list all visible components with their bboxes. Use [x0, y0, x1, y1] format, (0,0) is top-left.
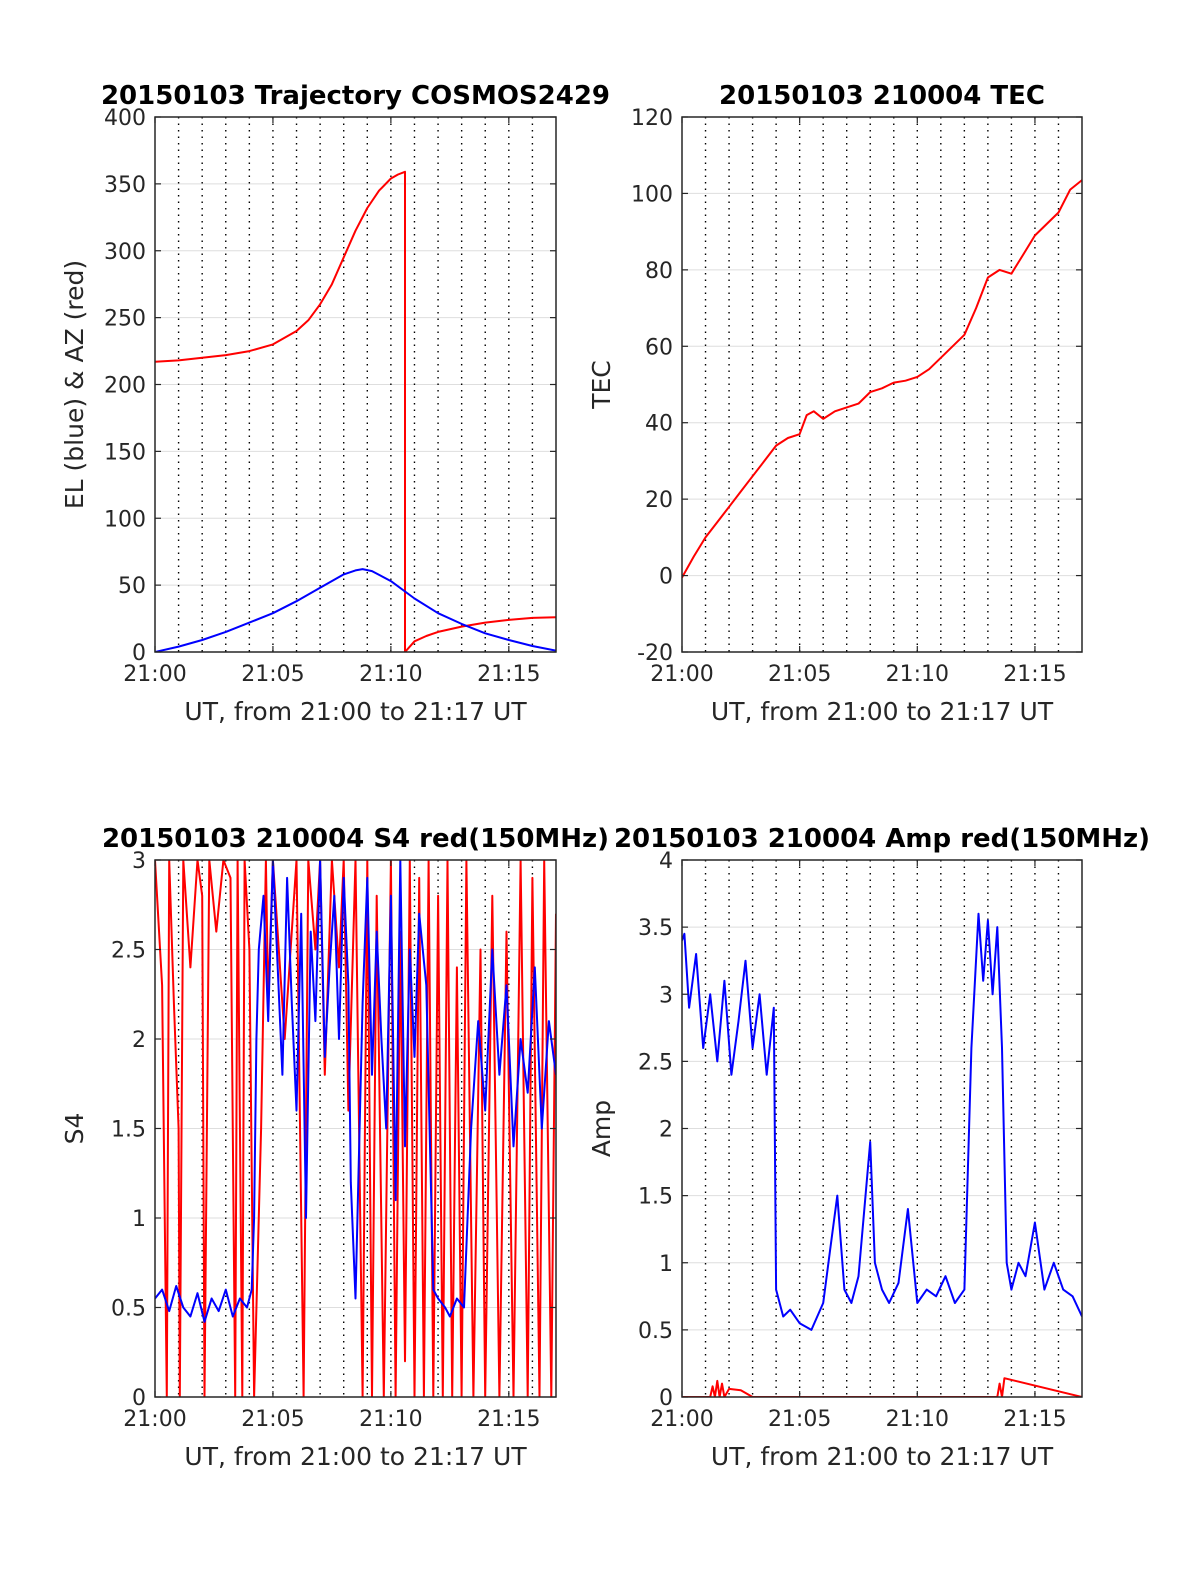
- y-tick-label: 2.5: [638, 1050, 673, 1075]
- x-axis-label: UT, from 21:00 to 21:17 UT: [184, 1442, 527, 1471]
- y-tick-label: 300: [104, 240, 146, 265]
- y-tick-label: 1.5: [638, 1185, 673, 1210]
- x-tick-label: 21:05: [241, 662, 304, 687]
- y-tick-label: 150: [104, 440, 146, 465]
- x-axis-label: UT, from 21:00 to 21:17 UT: [711, 697, 1054, 726]
- y-tick-label: 2.5: [111, 939, 146, 964]
- axes-box: [681, 116, 1083, 653]
- chart-title: 20150103 210004 S4 red(150MHz): [102, 824, 609, 854]
- y-axis-label: S4: [60, 1113, 89, 1145]
- series-blue-line: [682, 912, 1082, 1331]
- chart-trajectory: 0 50 100 150 200 250 300 350 400 21:00 21:05 21:10 2…: [60, 81, 610, 726]
- y-tick-label: 0: [132, 641, 146, 666]
- x-tick-label: 21:15: [1003, 1407, 1066, 1432]
- y-tick-label: 80: [645, 259, 673, 284]
- chart-title: 20150103 Trajectory COSMOS2429: [101, 81, 610, 111]
- y-tick-label: 100: [104, 507, 146, 532]
- x-tick-label: 21:05: [768, 662, 831, 687]
- chart-s4: 0 0.5 1 1.5 2 2.5 3 21:00 21:05 21:10 21:15 UT, fro…: [60, 824, 609, 1471]
- y-tick-label: 60: [645, 335, 673, 360]
- y-tick-label: 100: [631, 182, 673, 207]
- x-tick-label: 21:00: [123, 1407, 186, 1432]
- y-tick-label: 0.5: [111, 1297, 146, 1322]
- y-axis-label: Amp: [587, 1100, 616, 1157]
- y-tick-label: 0: [132, 1386, 146, 1411]
- y-tick-label: -20: [637, 641, 673, 666]
- y-axis-label: TEC: [587, 360, 616, 410]
- x-axis-label: UT, from 21:00 to 21:17 UT: [711, 1442, 1054, 1471]
- x-tick-label: 21:15: [477, 1407, 540, 1432]
- x-tick-label: 21:00: [650, 662, 713, 687]
- x-tick-label: 21:10: [359, 1407, 422, 1432]
- y-tick-label: 20: [645, 488, 673, 513]
- y-tick-label: 50: [118, 574, 146, 599]
- y-tick-label: 2: [132, 1028, 146, 1053]
- y-tick-label: 350: [104, 173, 146, 198]
- x-tick-label: 21:10: [886, 662, 949, 687]
- y-axis-label: EL (blue) & AZ (red): [60, 260, 89, 509]
- chart-amp: 0 0.5 1 1.5 2 2.5 3 3.5 4 21:00 21:05 21:10 21:15 UT,…: [587, 824, 1150, 1471]
- series-tec-line: [682, 179, 1082, 578]
- x-tick-label: 21:10: [886, 1407, 949, 1432]
- x-tick-label: 21:05: [241, 1407, 304, 1432]
- chart-tec: -20 0 20 40 60 80 100 120 21:00 21:05 21:10 21:15 UT…: [587, 81, 1083, 726]
- chart-title: 20150103 210004 TEC: [719, 81, 1045, 111]
- x-axis-label: UT, from 21:00 to 21:17 UT: [184, 697, 527, 726]
- chart-title: 20150103 210004 Amp red(150MHz): [614, 824, 1150, 854]
- y-tick-label: 1: [659, 1252, 673, 1277]
- x-tick-label: 21:15: [1003, 662, 1066, 687]
- x-tick-label: 21:00: [123, 662, 186, 687]
- y-tick-label: 4: [659, 849, 673, 874]
- y-tick-label: 120: [631, 106, 673, 131]
- y-tick-label: 3: [659, 983, 673, 1008]
- y-tick-label: 0.5: [638, 1319, 673, 1344]
- x-tick-label: 21:10: [359, 662, 422, 687]
- series-az-line: [155, 170, 556, 652]
- y-tick-label: 3.5: [638, 916, 673, 941]
- x-tick-label: 21:00: [650, 1407, 713, 1432]
- y-tick-label: 400: [104, 106, 146, 131]
- series-blue-line: [155, 860, 556, 1323]
- x-tick-label: 21:05: [768, 1407, 831, 1432]
- x-tick-label: 21:15: [477, 662, 540, 687]
- y-tick-label: 0: [659, 1386, 673, 1411]
- y-tick-label: 1: [132, 1207, 146, 1232]
- y-tick-label: 40: [645, 412, 673, 437]
- series-el-line: [155, 568, 556, 652]
- y-tick-label: 200: [104, 374, 146, 399]
- y-tick-label: 3: [132, 849, 146, 874]
- y-tick-label: 2: [659, 1118, 673, 1143]
- series-red-line: [682, 1377, 1082, 1397]
- y-tick-label: 1.5: [111, 1118, 146, 1143]
- y-tick-label: 0: [659, 565, 673, 590]
- y-tick-label: 250: [104, 307, 146, 332]
